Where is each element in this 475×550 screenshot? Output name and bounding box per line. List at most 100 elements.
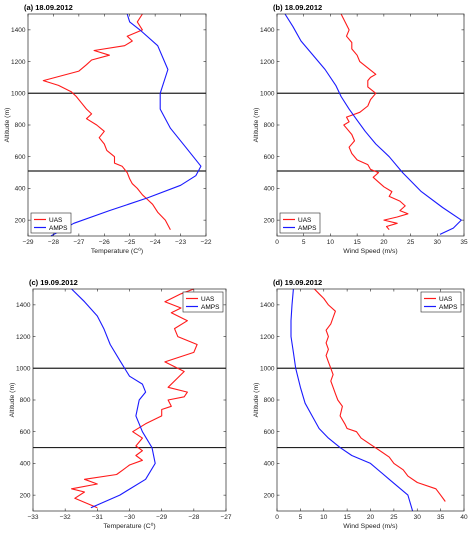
x-tick-label: 0 (275, 514, 279, 521)
y-tick-label: 1200 (16, 334, 31, 341)
series-line-amps (290, 288, 414, 512)
chart-panel-0: (a) 18.09.2012 −29 −28 −27 −26 −25 −24 −23 −22 20… (4, 3, 212, 255)
x-axis-label: Temperature (C⁰) (91, 247, 143, 255)
series-line-amps (284, 13, 462, 235)
y-tick-label: 800 (20, 397, 31, 404)
x-tick-label: 25 (390, 514, 398, 521)
series-line-amps (50, 13, 202, 237)
x-tick-label: −26 (99, 239, 110, 246)
chart-title: (a) 18.09.2012 (24, 3, 73, 12)
x-tick-label: −23 (175, 239, 186, 246)
legend-label: AMPS (298, 225, 317, 232)
x-tick-label: −24 (150, 239, 161, 246)
y-tick-label: 1400 (260, 302, 275, 309)
y-axis-label: Altitude (m) (253, 108, 260, 143)
x-tick-label: −29 (156, 514, 167, 521)
legend-label: AMPS (439, 304, 458, 311)
plot-area (277, 14, 464, 236)
y-tick-label: 1400 (11, 27, 26, 34)
x-tick-label: 20 (380, 239, 388, 246)
chart-title: (d) 19.09.2012 (273, 278, 322, 287)
y-tick-label: 600 (264, 429, 275, 436)
x-tick-label: −33 (27, 514, 38, 521)
y-tick-label: 800 (264, 122, 275, 129)
y-tick-label: 1000 (16, 365, 31, 372)
y-tick-label: 600 (264, 154, 275, 161)
x-tick-label: −32 (60, 514, 71, 521)
series-line-amps (71, 288, 156, 509)
x-tick-label: 10 (320, 514, 328, 521)
x-tick-label: 30 (414, 514, 422, 521)
y-tick-label: 200 (264, 492, 275, 499)
x-tick-label: −29 (22, 239, 33, 246)
x-tick-label: 0 (275, 239, 279, 246)
x-tick-label: 15 (344, 514, 352, 521)
plot-area (33, 289, 226, 511)
y-tick-label: 200 (20, 492, 31, 499)
y-tick-label: 400 (264, 186, 275, 193)
legend-label: UAS (49, 217, 63, 224)
x-tick-label: 25 (407, 239, 415, 246)
y-tick-label: 1000 (260, 365, 275, 372)
chart-title: (c) 19.09.2012 (29, 278, 78, 287)
x-tick-label: −28 (48, 239, 59, 246)
x-tick-label: −27 (220, 514, 231, 521)
x-tick-label: −31 (92, 514, 103, 521)
series-line-uas (42, 13, 171, 230)
chart-panel-2: (c) 19.09.2012 −33 −32 −31 −30 −29 −28 −27 200 40… (9, 278, 232, 530)
x-tick-label: 35 (437, 514, 445, 521)
y-tick-label: 200 (15, 217, 26, 224)
legend-label: UAS (298, 217, 312, 224)
y-tick-label: 1400 (260, 27, 275, 34)
y-tick-label: 800 (15, 122, 26, 129)
y-axis-label: Altitude (m) (4, 108, 11, 143)
y-tick-label: 1400 (16, 302, 31, 309)
x-axis-label: Wind Speed (m/s) (343, 523, 397, 530)
y-tick-label: 400 (264, 461, 275, 468)
y-tick-label: 400 (15, 186, 26, 193)
y-tick-label: 1000 (260, 90, 275, 97)
chart-panel-1: (b) 18.09.2012 0 5 10 15 20 25 30 35 200 400 600 800… (253, 3, 468, 255)
x-tick-label: 20 (367, 514, 375, 521)
y-tick-label: 1000 (11, 90, 26, 97)
x-tick-label: 10 (327, 239, 335, 246)
x-tick-label: −30 (124, 514, 135, 521)
x-tick-label: 5 (299, 514, 303, 521)
y-tick-label: 800 (264, 397, 275, 404)
x-tick-label: −25 (124, 239, 135, 246)
x-tick-label: −27 (73, 239, 84, 246)
x-tick-label: −22 (200, 239, 211, 246)
x-tick-label: 5 (302, 239, 306, 246)
series-line-uas (314, 288, 446, 502)
legend-label: UAS (439, 296, 453, 303)
x-axis-label: Wind Speed (m/s) (343, 248, 397, 255)
plot-area (28, 14, 206, 236)
y-tick-label: 1200 (260, 334, 275, 341)
y-tick-label: 200 (264, 217, 275, 224)
y-axis-label: Altitude (m) (253, 383, 260, 418)
chart-title: (b) 18.09.2012 (273, 3, 322, 12)
x-axis-label: Temperature (C⁰) (103, 522, 155, 530)
x-tick-label: 30 (434, 239, 442, 246)
series-line-uas (340, 13, 409, 231)
x-tick-label: 15 (354, 239, 362, 246)
y-tick-label: 1200 (260, 59, 275, 66)
series-line-uas (71, 288, 198, 509)
chart-panel-3: (d) 19.09.2012 0 5 10 15 20 25 30 35 40 200 400 600 8… (253, 278, 468, 530)
y-tick-label: 400 (20, 461, 31, 468)
legend-label: UAS (201, 296, 215, 303)
y-axis-label: Altitude (m) (9, 383, 16, 418)
y-tick-label: 600 (20, 429, 31, 436)
x-tick-label: 35 (460, 239, 468, 246)
legend-label: AMPS (201, 304, 220, 311)
x-tick-label: 40 (460, 514, 468, 521)
y-tick-label: 1200 (11, 59, 26, 66)
y-tick-label: 600 (15, 154, 26, 161)
x-tick-label: −28 (188, 514, 199, 521)
legend-label: AMPS (49, 225, 68, 232)
